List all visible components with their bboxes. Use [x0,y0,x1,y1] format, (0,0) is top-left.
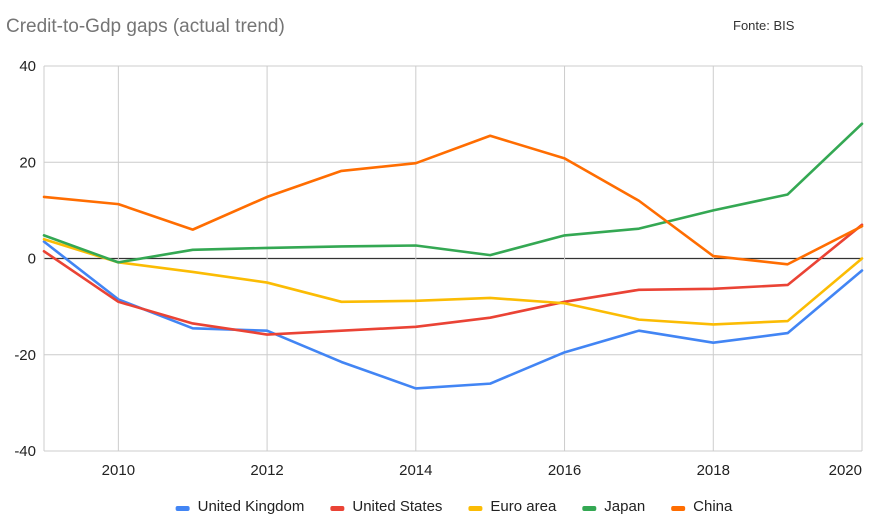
x-tick-label: 2018 [697,462,730,479]
source-note: Fonte: BIS [733,18,795,33]
y-tick-label: 0 [28,251,36,268]
y-tick-label: 20 [19,154,36,171]
series-line-japan [42,122,864,264]
legend-label: China [693,498,733,515]
x-tick-label: 2010 [102,462,135,479]
y-axis-ticks: 40 20 0 -20 -40 [14,58,36,460]
legend: United Kingdom United States Euro area Japa… [175,498,733,515]
x-axis-ticks: 2010 2012 2014 2016 2018 2020 [102,462,862,479]
x-tick-label: 2016 [548,462,581,479]
legend-item: China [671,498,733,515]
legend-item: United States [330,498,442,515]
legend-swatch [330,506,345,511]
legend-label: Japan [604,498,645,515]
legend-item: United Kingdom [175,498,305,515]
series-lines [42,122,864,390]
series-line-united-kingdom [42,240,864,390]
x-tick-label: 2020 [829,462,862,479]
x-tick-label: 2012 [250,462,283,479]
series-line-united-states [42,223,864,336]
chart-title: Credit-to-Gdp gaps (actual trend) [6,16,285,37]
series-line-china [42,134,864,266]
legend-label: Euro area [490,498,557,515]
legend-swatch [671,506,686,511]
x-tick-label: 2014 [399,462,432,479]
legend-swatch [175,506,190,511]
legend-label: United States [352,498,442,515]
legend-swatch [468,506,483,511]
series-line-euro-area [42,237,864,326]
legend-label: United Kingdom [198,498,305,515]
y-tick-label: -40 [14,443,36,460]
legend-item: Japan [582,498,645,515]
y-tick-label: -20 [14,347,36,364]
y-tick-label: 40 [19,58,36,75]
legend-swatch [582,506,597,511]
legend-item: Euro area [468,498,557,515]
grid [43,65,863,452]
